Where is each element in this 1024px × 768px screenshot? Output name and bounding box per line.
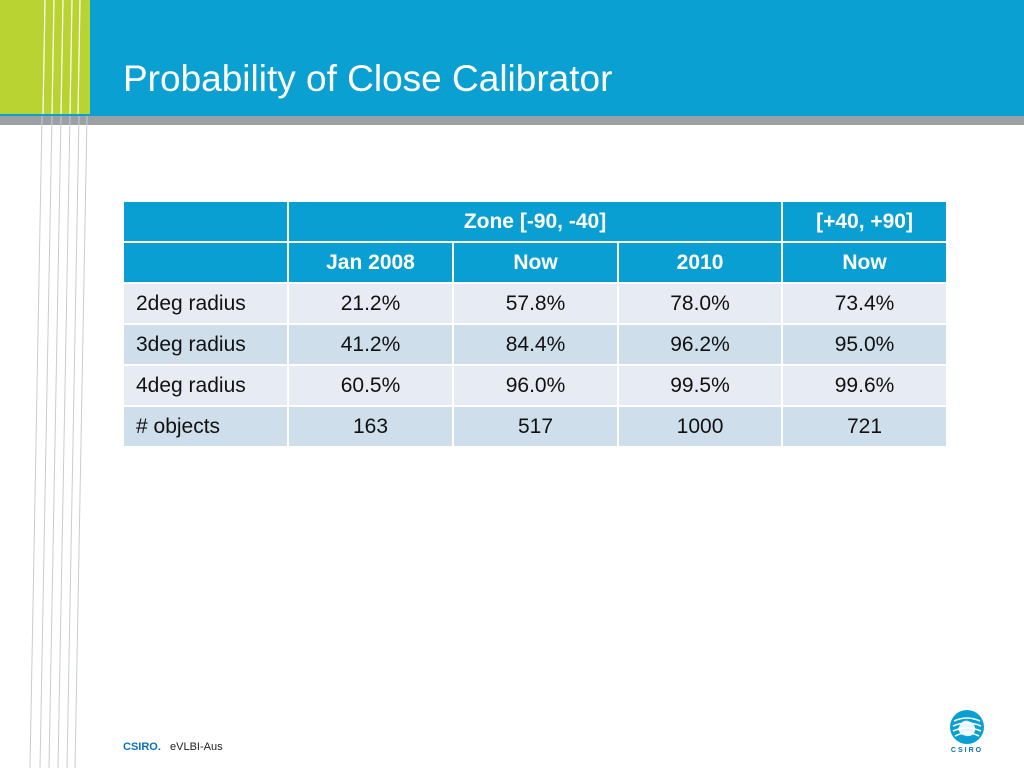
table-header-row: Zone [-90, -40] [+40, +90] [122, 200, 949, 243]
table-header-cell: 2010 [616, 241, 784, 284]
table-cell: 163 [287, 405, 454, 448]
table-cell: 21.2% [287, 282, 454, 325]
header-divider [0, 116, 1024, 125]
table-row-label: 4deg radius [122, 364, 289, 407]
slide-title: Probability of Close Calibrator [123, 58, 613, 99]
table-header-cell [122, 241, 289, 284]
footer-text: eVLBI-Aus [170, 741, 223, 753]
table-cell: 84.4% [452, 323, 619, 366]
table-cell: 41.2% [287, 323, 454, 366]
logo-text: CSIRO [950, 747, 984, 754]
table-cell: 517 [452, 405, 619, 448]
table-cell: 78.0% [616, 282, 784, 325]
table-cell: 96.0% [452, 364, 619, 407]
table-header-cell: Now [452, 241, 619, 284]
table-cell: 99.6% [781, 364, 949, 407]
table-cell: 95.0% [781, 323, 949, 366]
table-cell: 99.5% [616, 364, 784, 407]
table-header-cell: Jan 2008 [287, 241, 454, 284]
table-cell: 721 [781, 405, 949, 448]
table-cell: 73.4% [781, 282, 949, 325]
csiro-logo-icon: CSIRO [944, 709, 990, 757]
footer-brand: CSIRO. [123, 741, 161, 753]
table-row: 3deg radius 41.2% 84.4% 96.2% 95.0% [122, 323, 949, 366]
table-header-cell: [+40, +90] [781, 200, 949, 243]
table-header-cell: Zone [-90, -40] [286, 200, 784, 243]
table-row: # objects 163 517 1000 721 [122, 405, 949, 448]
table-row: 2deg radius 21.2% 57.8% 78.0% 73.4% [122, 282, 949, 325]
decorative-stripes [0, 0, 110, 768]
table-cell: 1000 [616, 405, 784, 448]
table-header-cell: Now [781, 241, 949, 284]
table-header-cell [122, 200, 289, 243]
table-row-label: 3deg radius [122, 323, 289, 366]
table-cell: 96.2% [616, 323, 784, 366]
header-band [0, 0, 1024, 116]
table-header-row: Jan 2008 Now 2010 Now [122, 241, 949, 284]
table-cell: 60.5% [287, 364, 454, 407]
calibrator-table: Zone [-90, -40] [+40, +90] Jan 2008 Now … [122, 200, 949, 448]
table-row-label: # objects [122, 405, 289, 448]
table-row: 4deg radius 60.5% 96.0% 99.5% 99.6% [122, 364, 949, 407]
table-row-label: 2deg radius [122, 282, 289, 325]
table-cell: 57.8% [452, 282, 619, 325]
